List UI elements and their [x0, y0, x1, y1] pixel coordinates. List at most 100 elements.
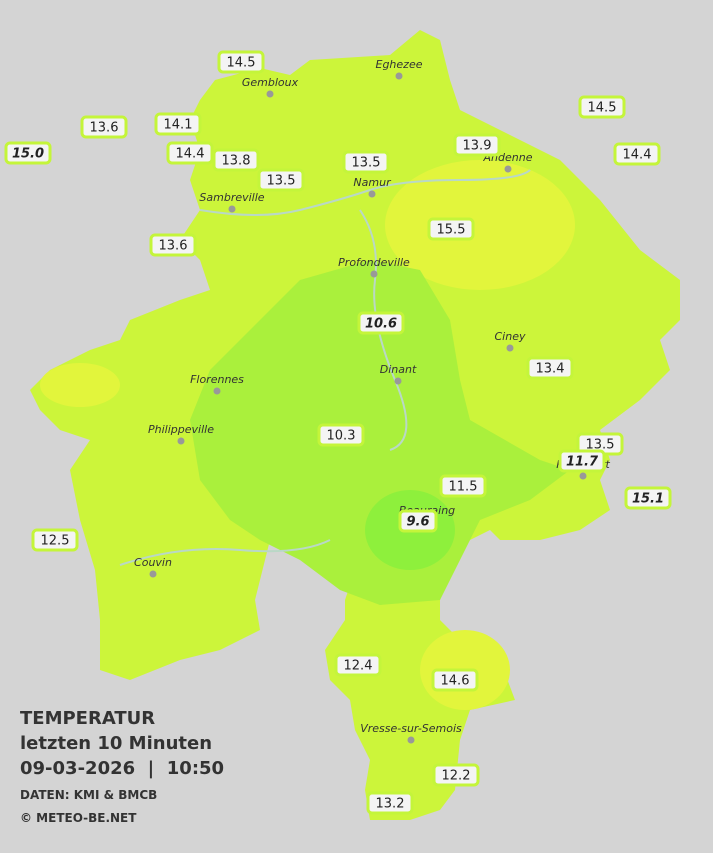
- city-name: Ciney: [495, 330, 526, 343]
- station: 15.0: [4, 141, 52, 165]
- station: 14.1: [154, 112, 202, 136]
- station-box: [431, 668, 479, 692]
- city-dot: [407, 736, 415, 744]
- station-box: [317, 423, 365, 447]
- station: 13.6: [80, 115, 128, 139]
- station-value: 14.4: [176, 147, 205, 162]
- station-value: 9.6: [406, 515, 429, 530]
- station-box: [149, 233, 197, 257]
- legend-period: letzten 10 Minuten: [20, 733, 212, 754]
- city-dot: [266, 90, 274, 98]
- station-value: 10.6: [365, 317, 397, 332]
- station-box: [217, 50, 265, 74]
- station: 11.7: [558, 449, 606, 473]
- station: 13.5: [342, 150, 390, 174]
- station: 10.3: [317, 423, 365, 447]
- city-dot: [177, 437, 185, 445]
- station-box: [578, 95, 626, 119]
- station: 12.5: [31, 528, 79, 552]
- station-box: [398, 509, 438, 533]
- station-value: 11.7: [566, 455, 599, 470]
- station-box: [613, 142, 661, 166]
- station-box: [427, 217, 475, 241]
- station-box: [366, 791, 414, 815]
- station: 12.4: [334, 653, 382, 677]
- station-value: 14.1: [164, 118, 193, 133]
- city-dot: [395, 72, 403, 80]
- legend-title: TEMPERATUR: [20, 708, 155, 729]
- station-box: [432, 763, 480, 787]
- legend-datetime: 09-03-2026 | 10:50: [20, 758, 224, 779]
- city-name: Couvin: [134, 556, 172, 569]
- station-box: [166, 141, 214, 165]
- station: 10.6: [357, 311, 405, 335]
- station: 13.2: [366, 791, 414, 815]
- station-box: [257, 168, 305, 192]
- city-name: Profondeville: [338, 256, 410, 269]
- station: 14.6: [431, 668, 479, 692]
- station: 15.5: [427, 217, 475, 241]
- city-dot: [504, 165, 512, 173]
- station-value: 15.0: [12, 147, 44, 162]
- city-dot: [370, 270, 378, 278]
- station-value: 13.5: [352, 156, 381, 171]
- station-value: 14.4: [623, 148, 652, 163]
- city-name: Sambreville: [199, 191, 264, 204]
- station: 14.5: [217, 50, 265, 74]
- city-name: Gembloux: [242, 76, 299, 89]
- station: 9.6: [398, 509, 438, 533]
- city-dot: [368, 190, 376, 198]
- station-box: [334, 653, 382, 677]
- station-value: 13.2: [376, 797, 405, 812]
- station-value: 13.6: [90, 121, 119, 136]
- station: 14.4: [613, 142, 661, 166]
- station-value: 15.1: [632, 492, 664, 507]
- station-box: [80, 115, 128, 139]
- legend-source: DATEN: KMI & BMCB: [20, 788, 157, 802]
- city-name: Philippeville: [148, 423, 214, 436]
- warm-zone: [40, 363, 120, 407]
- station-box: [154, 112, 202, 136]
- legend-copyright: © METEO-BE.NET: [20, 811, 137, 825]
- station-box: [4, 141, 52, 165]
- station: 13.6: [149, 233, 197, 257]
- station-box: [558, 449, 606, 473]
- station: 11.5: [439, 474, 487, 498]
- station-value: 14.5: [588, 101, 617, 116]
- station: 13.5: [257, 168, 305, 192]
- warm-zone: [385, 160, 575, 290]
- station-value: 13.9: [463, 139, 492, 154]
- station-value: 12.5: [41, 534, 70, 549]
- city-dot: [228, 205, 236, 213]
- station-value: 10.3: [327, 429, 356, 444]
- city-dot: [579, 472, 587, 480]
- station-value: 14.6: [441, 674, 470, 689]
- station-box: [526, 356, 574, 380]
- city-name: Namur: [353, 176, 392, 189]
- station-box: [342, 150, 390, 174]
- city-name: Dinant: [380, 363, 417, 376]
- station: 13.8: [212, 148, 260, 172]
- station-box: [453, 133, 501, 157]
- city-name: Florennes: [190, 373, 244, 386]
- station: 12.2: [432, 763, 480, 787]
- station-value: 12.2: [442, 769, 471, 784]
- station: 15.1: [624, 486, 672, 510]
- city-dot: [213, 387, 221, 395]
- station-value: 13.4: [536, 362, 565, 377]
- station-box: [357, 311, 405, 335]
- station-value: 13.6: [159, 239, 188, 254]
- station-value: 13.5: [267, 174, 296, 189]
- station: 14.5: [578, 95, 626, 119]
- city-dot: [394, 377, 402, 385]
- station-value: 15.5: [437, 223, 466, 238]
- city-dot: [506, 344, 514, 352]
- station-box: [439, 474, 487, 498]
- station-value: 13.5: [586, 438, 615, 453]
- station-value: 11.5: [449, 480, 478, 495]
- city-name: Eghezee: [376, 58, 423, 71]
- station-value: 14.5: [227, 56, 256, 71]
- station-box: [31, 528, 79, 552]
- cool-zone: [190, 260, 570, 605]
